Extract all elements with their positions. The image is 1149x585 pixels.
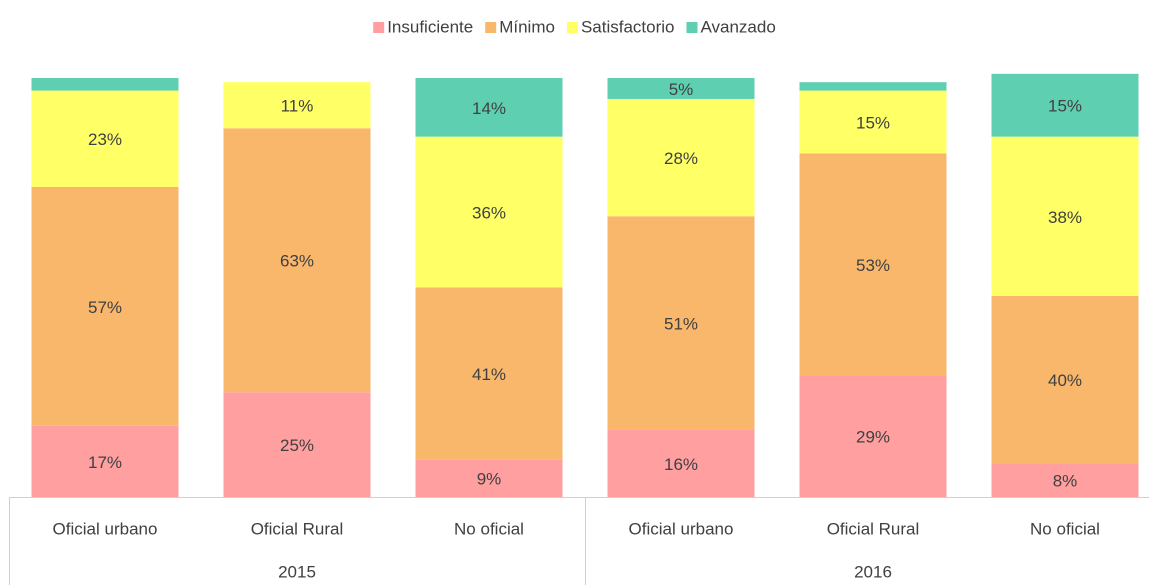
- bar-segment: [607, 98, 755, 217]
- bar-segment: [415, 78, 563, 137]
- legend-label: Mínimo: [499, 17, 555, 36]
- bar-segment: [607, 429, 755, 497]
- legend-label: Avanzado: [700, 17, 775, 36]
- bar-segment: [31, 186, 179, 426]
- bar-segment: [799, 153, 947, 376]
- x-tick-label: No oficial: [454, 519, 524, 538]
- bar-segment: [991, 295, 1139, 464]
- data-label: 28%: [664, 149, 698, 168]
- data-label: 14%: [472, 99, 506, 118]
- bar-segment: [223, 128, 371, 393]
- data-label: 8%: [1053, 472, 1078, 491]
- bar-segment: [991, 136, 1139, 296]
- bar-segment: [607, 78, 755, 99]
- group-label: 2016: [854, 562, 892, 581]
- bar-segment: [799, 375, 947, 497]
- bar-segment: [799, 90, 947, 154]
- x-tick-label: Oficial urbano: [53, 519, 158, 538]
- bar-segment: [799, 82, 947, 91]
- data-label: 23%: [88, 130, 122, 149]
- data-label: 57%: [88, 298, 122, 317]
- data-label: 41%: [472, 365, 506, 384]
- legend-label: Satisfactorio: [581, 17, 675, 36]
- legend-label: Insuficiente: [387, 17, 473, 36]
- data-label: 15%: [1048, 97, 1082, 116]
- bar-segment: [31, 78, 179, 91]
- x-tick-label: No oficial: [1030, 519, 1100, 538]
- data-label: 9%: [477, 470, 502, 489]
- legend-swatch: [686, 22, 698, 33]
- bar-segment: [991, 463, 1139, 497]
- group-label: 2015: [278, 562, 316, 581]
- bar-segment: [31, 90, 179, 187]
- x-tick-label: Oficial urbano: [629, 519, 734, 538]
- bar-segment: [223, 82, 371, 129]
- bar-segment: [415, 459, 563, 497]
- data-label: 38%: [1048, 208, 1082, 227]
- x-tick-label: Oficial Rural: [251, 519, 344, 538]
- legend-swatch: [485, 22, 497, 33]
- data-label: 17%: [88, 453, 122, 472]
- data-label: 11%: [281, 97, 314, 116]
- data-label: 36%: [472, 204, 506, 223]
- data-label: 51%: [664, 315, 698, 334]
- data-label: 25%: [280, 436, 314, 455]
- bar-segment: [415, 287, 563, 460]
- bar-segment: [991, 73, 1139, 137]
- x-tick-label: Oficial Rural: [827, 519, 920, 538]
- bar-segment: [223, 392, 371, 497]
- data-label: 53%: [856, 256, 890, 275]
- bar-segment: [607, 216, 755, 430]
- data-label: 15%: [856, 113, 890, 132]
- data-label: 16%: [664, 455, 698, 474]
- legend-swatch: [373, 22, 385, 33]
- data-label: 5%: [669, 80, 694, 99]
- data-label: 63%: [280, 252, 314, 271]
- data-label: 29%: [856, 428, 890, 447]
- legend-swatch: [566, 22, 578, 33]
- bar-segment: [415, 136, 563, 288]
- data-label: 40%: [1048, 371, 1082, 390]
- bar-segment: [31, 425, 179, 497]
